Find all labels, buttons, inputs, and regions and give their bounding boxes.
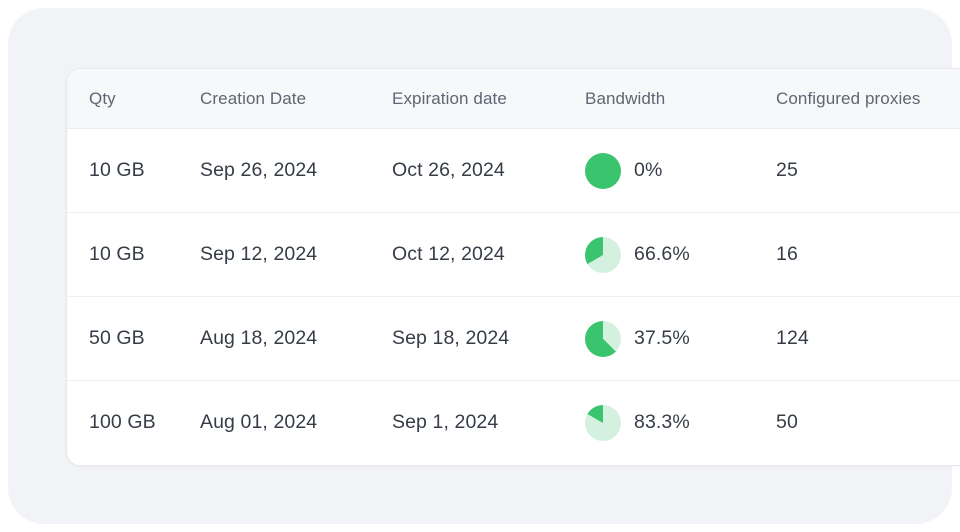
cell-creation-date: Sep 26, 2024: [178, 128, 370, 213]
data-plans-table: Qty Creation Date Expiration date Bandwi…: [67, 69, 960, 464]
bandwidth-pie-icon: [585, 320, 621, 357]
cell-expiration-date: Oct 12, 2024: [370, 212, 563, 297]
cell-expiration-date: Sep 1, 2024: [392, 411, 499, 433]
bandwidth-pie-icon: [585, 152, 621, 189]
cell-qty: 10 GB: [67, 128, 178, 213]
cell-expiration-date: Sep 18, 2024: [370, 296, 563, 381]
cell-bandwidth: 0%: [563, 128, 754, 213]
cell-expiration-date: Oct 26, 2024: [370, 128, 563, 213]
table-header-row: Qty Creation Date Expiration date Bandwi…: [67, 69, 960, 129]
cell-configured-proxies: 16: [754, 212, 960, 297]
column-header-bandwidth: Bandwidth: [563, 69, 754, 129]
table-row[interactable]: 10 GB Sep 26, 2024 Oct 26, 2024 0% 25: [67, 128, 960, 213]
cell-qty: 100 GB: [89, 411, 156, 433]
bandwidth-percent-label: 37.5%: [634, 327, 690, 349]
data-plans-card: Qty Creation Date Expiration date Bandwi…: [66, 68, 960, 466]
cell-configured-proxies: 124: [754, 296, 960, 381]
cell-qty: 50 GB: [67, 296, 178, 381]
cell-creation-date: Aug 01, 2024: [200, 411, 318, 433]
column-header-creation-date: Creation Date: [178, 69, 370, 129]
cell-configured-proxies: 50: [776, 411, 798, 433]
table-row[interactable]: 10 GB Sep 12, 2024 Oct 12, 2024 66.6% 16: [67, 212, 960, 297]
cell-creation-date: Aug 18, 2024: [178, 296, 370, 381]
cell-configured-proxies: 25: [754, 128, 960, 213]
table-row[interactable]: 100 GB Aug 01, 2024 Sep 1, 2024 83.3% 50: [67, 381, 960, 465]
column-header-configured-proxies: Configured proxies: [754, 69, 960, 129]
cell-qty: 10 GB: [67, 212, 178, 297]
bandwidth-percent-label: 83.3%: [634, 411, 690, 433]
column-header-qty: Qty: [67, 69, 178, 129]
bandwidth-pie-icon: [585, 236, 621, 273]
bandwidth-percent-label: 66.6%: [634, 243, 690, 265]
bandwidth-percent-label: 0%: [634, 159, 663, 181]
cell-bandwidth: 37.5%: [563, 296, 754, 381]
column-header-expiration-date: Expiration date: [370, 69, 563, 129]
table-row[interactable]: 50 GB Aug 18, 2024 Sep 18, 2024 37.5% 12…: [67, 296, 960, 381]
bandwidth-pie-icon: [585, 404, 621, 441]
cell-creation-date: Sep 12, 2024: [178, 212, 370, 297]
cell-bandwidth: 83.3%: [563, 381, 754, 465]
cell-bandwidth: 66.6%: [563, 212, 754, 297]
